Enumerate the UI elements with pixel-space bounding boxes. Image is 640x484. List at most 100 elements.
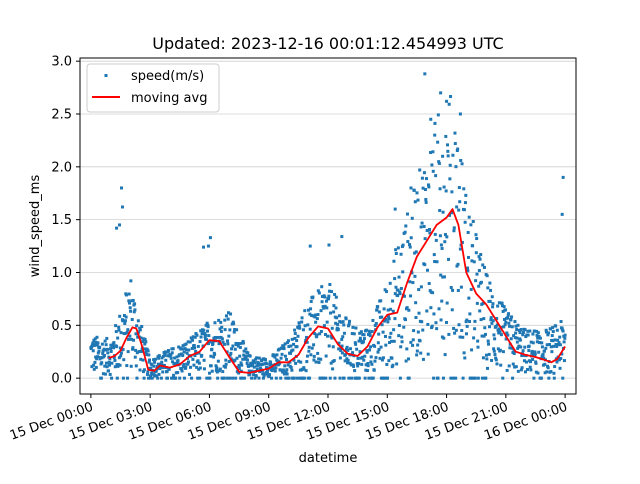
scatter-point [313,332,317,336]
scatter-point [358,336,362,340]
scatter-point [498,330,502,334]
scatter-point [274,376,278,380]
scatter-point [103,372,107,376]
scatter-point [115,345,119,349]
scatter-point [334,295,338,299]
scatter-point [452,229,456,233]
scatter-point [374,356,378,360]
scatter-point [321,305,325,309]
scatter-point [360,362,364,366]
scatter-point [489,316,493,320]
scatter-point [104,348,108,352]
scatter-point [404,359,408,363]
scatter-point [234,376,238,380]
scatter-point [101,349,105,353]
scatter-point [176,371,180,375]
chart-title: Updated: 2023-12-16 00:01:12.454993 UTC [152,34,503,53]
scatter-point [469,376,473,380]
scatter-point [518,331,522,335]
scatter-point [263,358,267,362]
scatter-point [219,320,223,324]
scatter-point [556,338,560,342]
scatter-point [146,370,150,374]
scatter-point [394,248,398,252]
scatter-point [473,376,477,380]
scatter-point [144,351,148,355]
scatter-point [206,325,210,329]
scatter-point [459,158,463,162]
scatter-point [139,350,143,354]
scatter-point [236,342,240,346]
scatter-point [381,330,385,334]
scatter-point [253,376,257,380]
scatter-point [390,339,394,343]
scatter-point [465,324,469,328]
scatter-point [447,102,451,106]
scatter-point [171,376,175,380]
scatter-point [154,369,158,373]
scatter-point [315,333,319,337]
scatter-point [135,324,139,328]
scatter-point [344,317,348,321]
scatter-point [364,328,368,332]
scatter-point [220,337,224,341]
scatter-point [166,354,170,358]
scatter-point [223,365,227,369]
scatter-point [283,354,287,358]
scatter-point [528,365,532,369]
scatter-point [197,351,201,355]
scatter-point [515,327,519,331]
scatter-point [221,340,225,344]
scatter-point [142,368,146,372]
scatter-point [347,376,351,380]
scatter-point [98,356,102,360]
scatter-point [191,335,195,339]
scatter-point [93,337,97,341]
scatter-point [188,340,192,344]
scatter-point [359,339,363,343]
scatter-point [91,349,95,353]
scatter-point [328,283,332,287]
scatter-point [535,340,539,344]
scatter-point [305,340,309,344]
scatter-point [116,363,120,367]
scatter-point [555,360,559,364]
scatter-point [388,281,392,285]
scatter-point [370,330,374,334]
scatter-point [408,245,412,249]
scatter-point [95,335,99,339]
scatter-point [234,343,238,347]
scatter-point [407,376,411,380]
scatter-point [309,299,313,303]
scatter-point [556,343,560,347]
scatter-point [467,296,471,300]
scatter-point [304,369,308,373]
scatter-point [376,305,380,309]
scatter-point [153,360,157,364]
scatter-point [492,333,496,337]
scatter-point [245,361,249,365]
scatter-point [177,353,181,357]
scatter-point [160,360,164,364]
scatter-point [94,340,98,344]
scatter-point [563,333,567,337]
scatter-point [421,328,425,332]
scatter-point [106,369,110,373]
scatter-point [457,323,461,327]
scatter-point [310,346,314,350]
scatter-point [380,358,384,362]
scatter-point [208,376,212,380]
scatter-point [450,211,454,215]
scatter-point [324,376,328,380]
scatter-point [552,376,556,380]
scatter-point [225,339,229,343]
scatter-point [334,321,338,325]
scatter-point [503,323,507,327]
scatter-point [501,376,505,380]
scatter-point [493,337,497,341]
scatter-point [424,197,428,201]
scatter-point [430,163,434,167]
scatter-point [338,376,342,380]
scatter-point [432,312,436,316]
scatter-point [123,321,127,325]
